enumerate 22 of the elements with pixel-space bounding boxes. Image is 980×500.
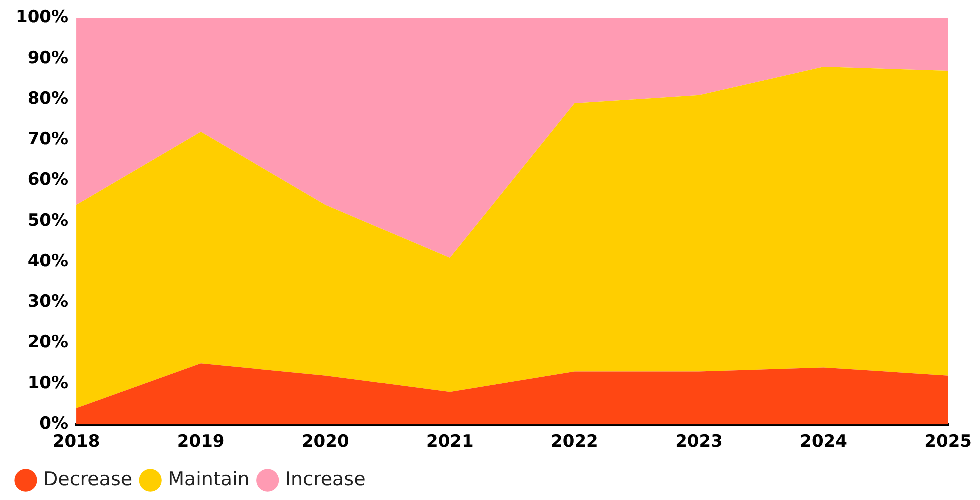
y-tick-label: 10% — [28, 373, 69, 394]
x-tick-label: 2024 — [800, 432, 848, 452]
y-tick-label: 30% — [28, 292, 69, 312]
y-tick-label: 90% — [28, 48, 69, 68]
y-tick-label: 40% — [28, 251, 69, 272]
y-tick-label: 80% — [28, 88, 69, 109]
y-tick-label: 100% — [16, 8, 69, 28]
y-tick-label: 50% — [28, 210, 69, 231]
y-tick-label: 60% — [28, 170, 69, 190]
x-tick-label: 2018 — [52, 432, 100, 452]
legend-label: Increase — [285, 468, 366, 490]
x-tick-label: 2022 — [551, 432, 598, 452]
legend-label: Decrease — [44, 468, 133, 490]
x-tick-label: 2021 — [426, 432, 474, 452]
x-tick-label: 2023 — [676, 432, 723, 452]
legend-label: Maintain — [168, 468, 250, 490]
y-tick-label: 70% — [28, 130, 69, 150]
x-tick-label: 2020 — [302, 432, 350, 452]
x-tick-label: 2025 — [924, 432, 972, 452]
y-tick-label: 20% — [28, 332, 69, 353]
y-tick-label: 0% — [40, 414, 69, 434]
x-tick-label: 2019 — [177, 432, 225, 452]
